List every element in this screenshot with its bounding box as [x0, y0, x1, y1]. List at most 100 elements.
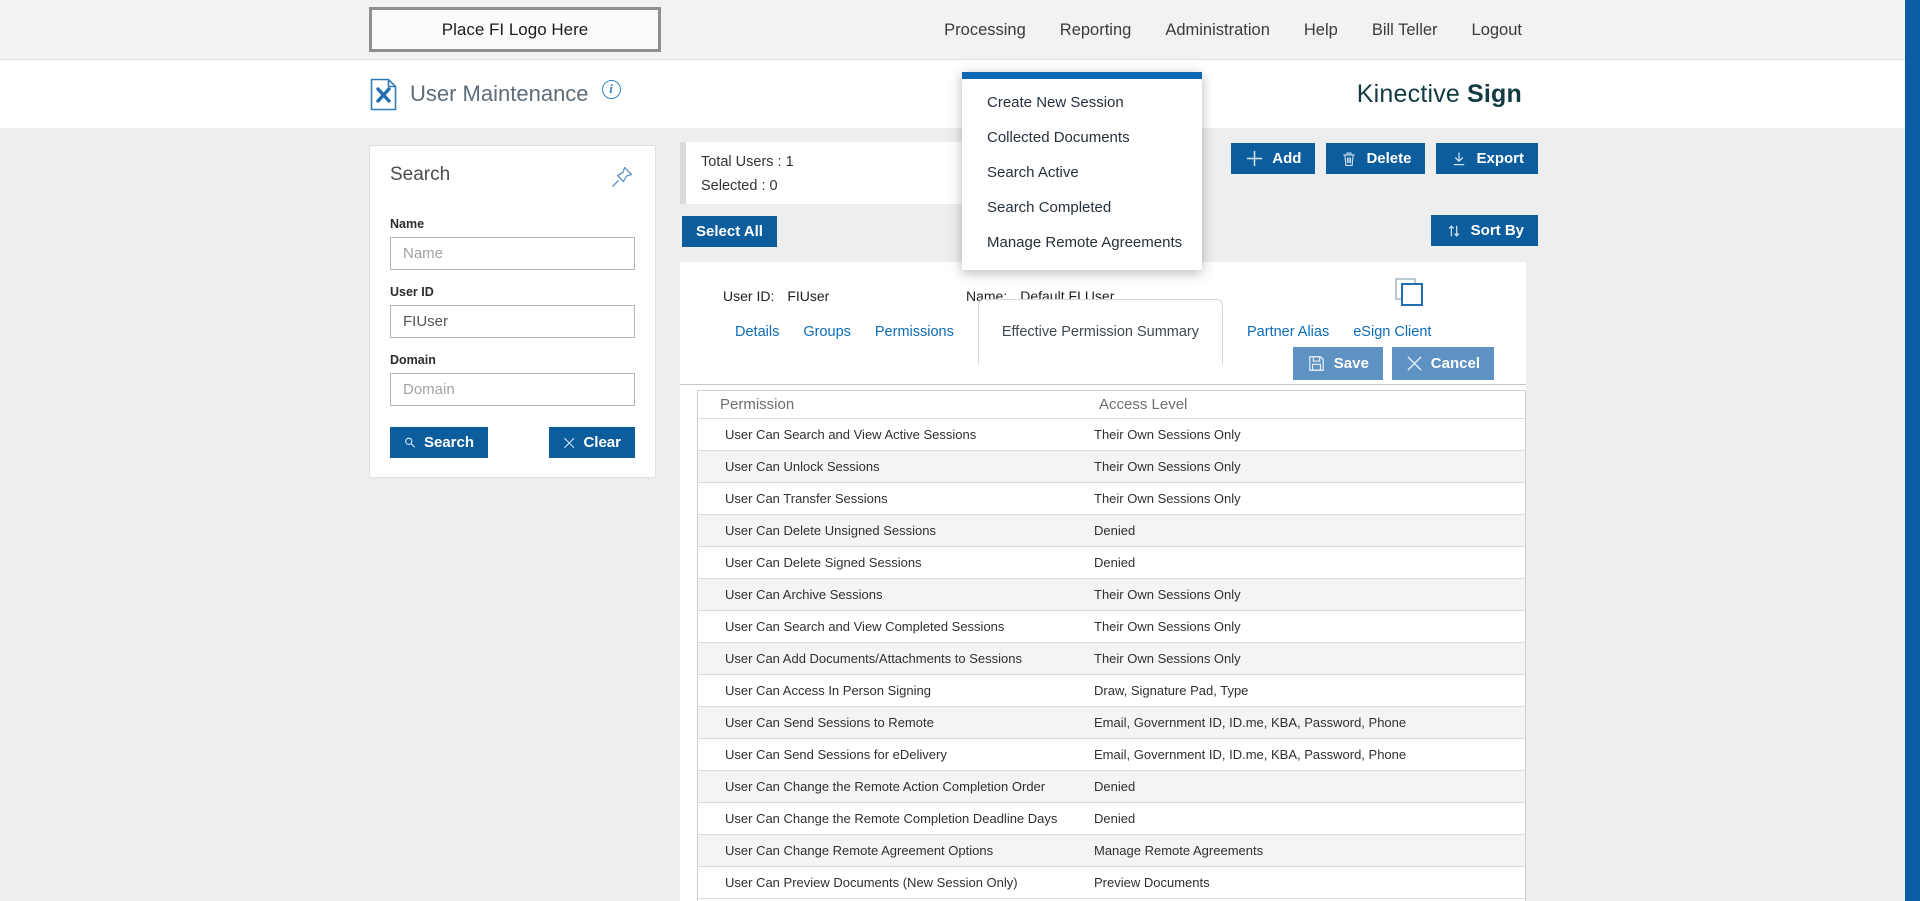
copy-icon[interactable] — [1392, 276, 1426, 310]
dropdown-menu-item[interactable]: Create New Session — [987, 94, 1124, 111]
save-floppy-icon — [1308, 356, 1324, 371]
permission-cell: User Can Send Sessions for eDelivery — [725, 747, 947, 762]
sort-arrows-icon — [1448, 224, 1459, 237]
nav-item[interactable]: Administration — [1165, 20, 1270, 39]
table-row-partial — [698, 898, 1525, 901]
brand-logo: Kinective Sign — [1357, 60, 1522, 128]
processing-dropdown-menu: Create New Session Collected Documents Sea… — [962, 72, 1202, 270]
dropdown-menu-item[interactable]: Manage Remote Agreements — [987, 234, 1183, 251]
tab[interactable]: Effective Permission Summary — [977, 299, 1224, 364]
effective-permissions-table: Permission Access Level User Can Search … — [697, 390, 1526, 901]
table-row: User Can Search and View Active Sessions… — [698, 418, 1525, 450]
user-id-label: User ID: — [723, 288, 775, 304]
cancel-button[interactable]: Cancel — [1391, 347, 1494, 380]
top-bar: Place FI Logo Here Processing Reporting Ad… — [0, 0, 1920, 60]
table-row: User Can Add Documents/Attachments to Se… — [698, 642, 1525, 674]
table-row: User Can Change Remote Agreement Options… — [698, 834, 1525, 866]
nav-item[interactable]: Help — [1303, 20, 1338, 39]
access-level-cell: Denied — [1094, 779, 1136, 794]
tab[interactable]: Groups — [803, 323, 851, 340]
nav-item[interactable]: Processing — [944, 20, 1026, 39]
info-icon[interactable]: i — [601, 79, 621, 99]
detail-tabs: Details Groups Permissions Effective Permis… — [680, 299, 1526, 364]
table-row: User Can Change the Remote Action Comple… — [698, 770, 1525, 802]
cancel-x-icon — [1407, 356, 1422, 371]
permission-cell: User Can Search and View Completed Sessi… — [725, 619, 1005, 634]
access-level-cell: Their Own Sessions Only — [1094, 587, 1241, 602]
fi-logo-placeholder: Place FI Logo Here — [369, 7, 661, 52]
brand-product: Sign — [1467, 79, 1522, 108]
page-title: User Maintenance — [410, 81, 589, 106]
permission-cell: User Can Access In Person Signing — [725, 683, 931, 698]
tab[interactable]: Partner Alias — [1247, 323, 1330, 340]
delete-button[interactable]: Delete — [1326, 143, 1426, 174]
dropdown-menu-item[interactable]: Search Completed — [987, 199, 1112, 216]
table-row: User Can Access In Person Signing Draw, … — [698, 674, 1525, 706]
search-icon — [405, 437, 416, 448]
search-button[interactable]: Search — [390, 427, 488, 458]
total-users-text: Total Users : 1 — [701, 154, 794, 170]
access-level-cell: Email, Government ID, ID.me, KBA, Passwo… — [1094, 715, 1407, 730]
table-row: User Can Delete Unsigned Sessions Denied — [698, 514, 1525, 546]
permission-cell: User Can Change Remote Agreement Options — [725, 843, 994, 858]
user-id-value: FIUser — [787, 288, 830, 304]
permission-cell: User Can Send Sessions to Remote — [725, 715, 934, 730]
tab[interactable]: Details — [735, 323, 780, 340]
tab[interactable]: eSign Client — [1353, 323, 1432, 340]
nav-item[interactable]: Logout — [1471, 20, 1522, 39]
nav-item[interactable]: Bill Teller — [1371, 20, 1438, 39]
access-level-cell: Their Own Sessions Only — [1094, 651, 1241, 666]
permission-cell: User Can Change the Remote Completion De… — [725, 811, 1058, 826]
column-header-permission: Permission — [720, 396, 795, 413]
table-row: User Can Archive Sessions Their Own Sess… — [698, 578, 1525, 610]
permission-cell: User Can Delete Unsigned Sessions — [725, 523, 936, 538]
add-button[interactable]: Add — [1231, 143, 1316, 174]
domain-input[interactable] — [390, 373, 635, 406]
table-row: User Can Search and View Completed Sessi… — [698, 610, 1525, 642]
permission-cell: User Can Transfer Sessions — [725, 491, 888, 506]
name-input[interactable] — [390, 237, 635, 270]
table-row: User Can Send Sessions for eDelivery Ema… — [698, 738, 1525, 770]
permission-cell: User Can Search and View Active Sessions — [725, 427, 977, 442]
userid-input[interactable] — [390, 305, 635, 338]
clear-button[interactable]: Clear — [549, 427, 635, 458]
clear-x-icon — [564, 437, 575, 448]
permission-cell: User Can Archive Sessions — [725, 587, 883, 602]
select-all-button[interactable]: Select All — [682, 216, 777, 247]
table-row: User Can Preview Documents (New Session … — [698, 866, 1525, 898]
permission-cell: User Can Change the Remote Action Comple… — [725, 779, 1046, 794]
name-label: Name — [390, 217, 425, 231]
panel-actions: Save Cancel — [1292, 347, 1494, 380]
main-nav: Processing Reporting Administration Help Bil… — [944, 0, 1522, 60]
dropdown-menu-item[interactable]: Search Active — [987, 164, 1079, 181]
sub-header: User Maintenance i Kinective Sign — [0, 60, 1920, 128]
brand-name: Kinective — [1356, 79, 1461, 108]
access-level-cell: Their Own Sessions Only — [1094, 491, 1241, 506]
table-row: User Can Delete Signed Sessions Denied — [698, 546, 1525, 578]
save-button[interactable]: Save — [1292, 347, 1383, 380]
column-header-access-level: Access Level — [1099, 396, 1188, 413]
pin-icon[interactable] — [609, 164, 635, 190]
access-level-cell: Their Own Sessions Only — [1094, 427, 1241, 442]
dropdown-menu-item[interactable]: Collected Documents — [987, 129, 1130, 146]
search-panel: Search Name User ID Domain Search Clear — [369, 145, 656, 478]
access-level-cell: Their Own Sessions Only — [1094, 459, 1241, 474]
right-scrollbar[interactable] — [1905, 0, 1920, 901]
sort-by-button[interactable]: Sort By — [1430, 215, 1538, 246]
trash-icon — [1343, 151, 1356, 166]
user-maintenance-document-icon — [370, 78, 397, 110]
nav-item[interactable]: Reporting — [1059, 20, 1132, 39]
table-body: User Can Search and View Active Sessions… — [698, 418, 1525, 898]
userid-label: User ID — [390, 285, 434, 299]
access-level-cell: Denied — [1094, 555, 1136, 570]
domain-label: Domain — [390, 353, 436, 367]
tab[interactable]: Permissions — [874, 323, 954, 340]
export-button[interactable]: Export — [1436, 143, 1538, 174]
access-level-cell: Preview Documents — [1094, 875, 1210, 890]
access-level-cell: Their Own Sessions Only — [1094, 619, 1241, 634]
access-level-cell: Email, Government ID, ID.me, KBA, Passwo… — [1094, 747, 1407, 762]
permission-cell: User Can Preview Documents (New Session … — [725, 875, 1018, 890]
table-row: User Can Unlock Sessions Their Own Sessi… — [698, 450, 1525, 482]
users-summary-box: Total Users : 1 Selected : 0 — [680, 142, 963, 204]
user-detail-panel: User ID: FIUser Name: Default FI User De… — [680, 262, 1526, 901]
